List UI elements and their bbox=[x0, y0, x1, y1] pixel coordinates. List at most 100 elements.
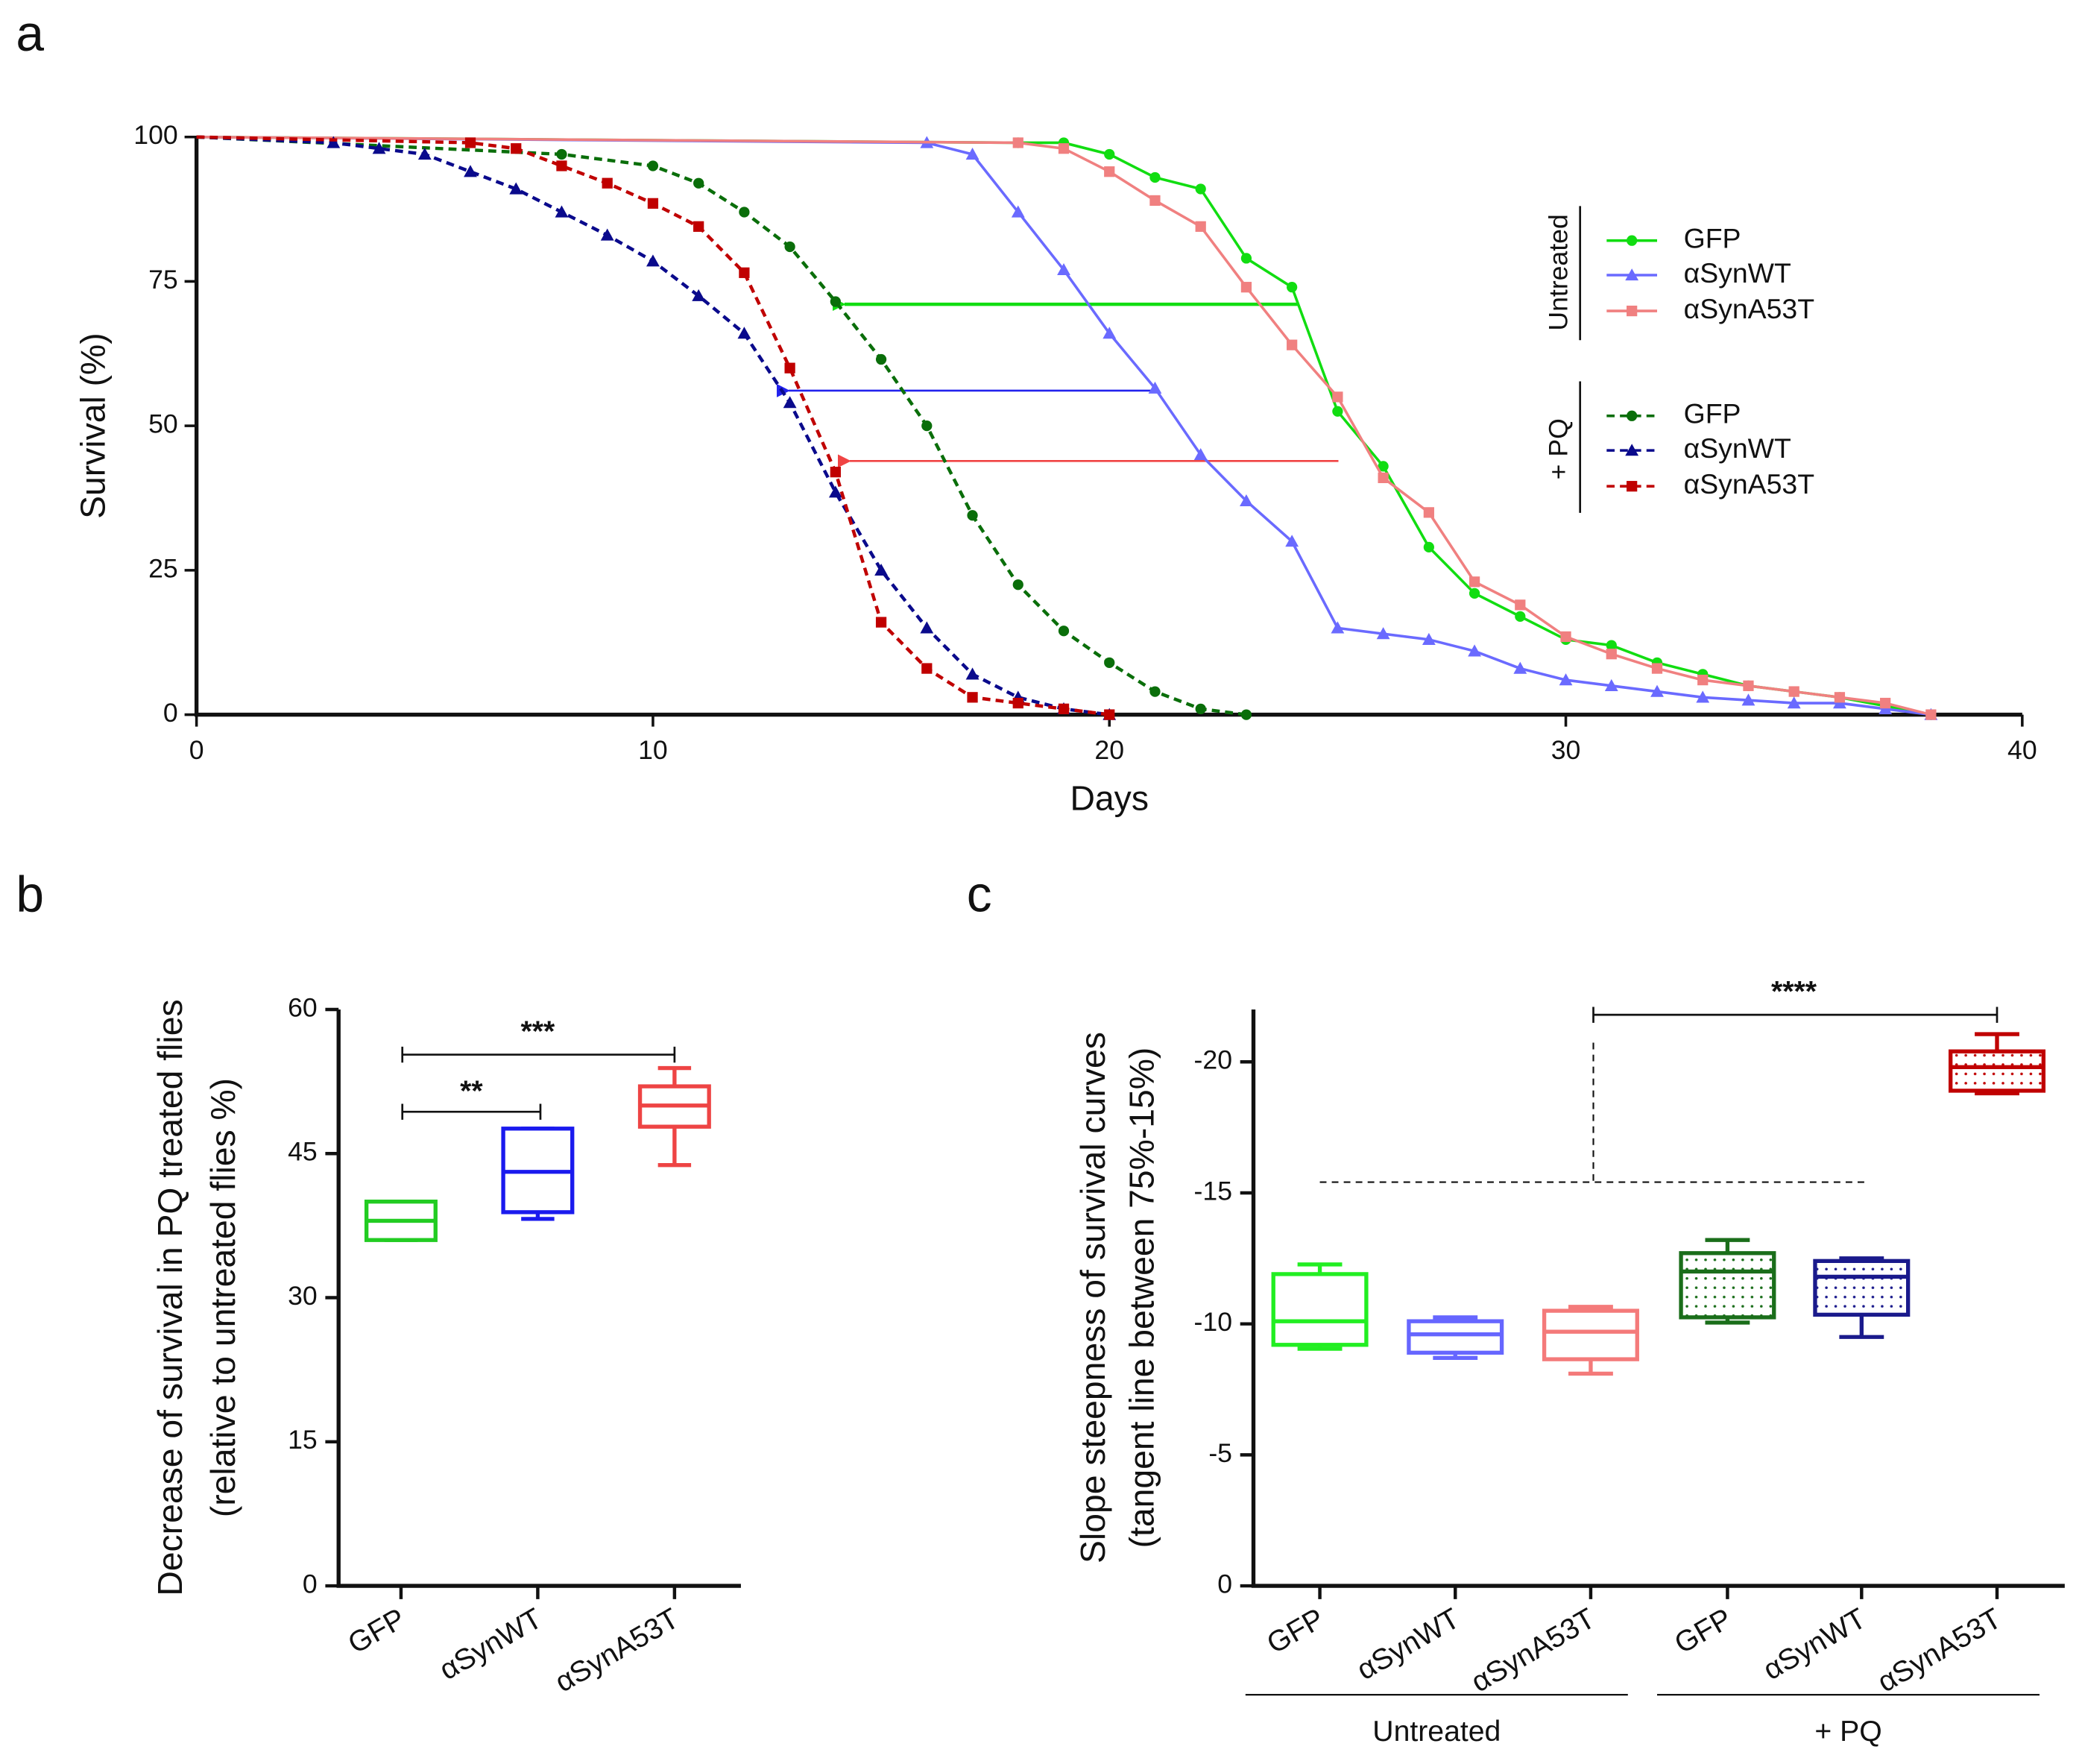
marker bbox=[464, 165, 477, 177]
marker bbox=[1560, 631, 1571, 643]
marker bbox=[372, 142, 386, 154]
y-axis-label: Decrease of survival in PQ treated flies bbox=[151, 999, 189, 1596]
y-tick-label: 75 bbox=[148, 265, 178, 294]
y-tick-label: -10 bbox=[1194, 1307, 1232, 1337]
marker bbox=[1012, 697, 1023, 709]
box bbox=[1679, 1251, 1776, 1320]
y-axis-label: Slope steepness of survival curves bbox=[1073, 1032, 1112, 1563]
marker bbox=[830, 296, 841, 307]
marker bbox=[739, 267, 750, 278]
marker bbox=[1378, 461, 1389, 472]
box bbox=[1542, 1308, 1639, 1361]
marker bbox=[1331, 621, 1345, 634]
legend-label: αSynA53T bbox=[1684, 468, 1814, 500]
x-tick-label: GFP bbox=[1262, 1602, 1330, 1660]
marker bbox=[965, 148, 980, 160]
y-tick-label: 0 bbox=[163, 698, 178, 728]
marker bbox=[464, 137, 476, 148]
marker bbox=[1515, 599, 1526, 611]
marker bbox=[739, 207, 750, 218]
marker bbox=[1559, 673, 1573, 686]
panel-label: a bbox=[16, 6, 44, 62]
marker bbox=[1468, 644, 1481, 657]
marker bbox=[828, 485, 842, 498]
x-tick-label: 30 bbox=[1551, 735, 1581, 765]
legend-label: GFP bbox=[1684, 398, 1741, 429]
legend-marker bbox=[1627, 305, 1638, 317]
series-line bbox=[196, 135, 1247, 716]
axis bbox=[1251, 1009, 2065, 1588]
marker bbox=[1058, 626, 1070, 637]
axis bbox=[194, 136, 2022, 717]
legend-group-label: Untreated bbox=[1543, 214, 1573, 330]
marker bbox=[511, 143, 522, 154]
marker bbox=[1240, 494, 1253, 506]
x-tick-label: αSynWT bbox=[1351, 1602, 1465, 1686]
marker bbox=[1104, 166, 1115, 177]
x-tick-label: αSynWT bbox=[1758, 1602, 1871, 1686]
significance-label: *** bbox=[521, 1015, 555, 1048]
marker bbox=[874, 563, 888, 576]
marker bbox=[1287, 282, 1298, 293]
marker bbox=[1149, 171, 1161, 183]
marker bbox=[646, 254, 660, 267]
marker bbox=[1104, 657, 1115, 668]
significance-bracket bbox=[401, 1046, 676, 1063]
y-axis-label: Survival (%) bbox=[73, 333, 112, 519]
marker bbox=[1606, 640, 1617, 651]
x-tick-label: αSynWT bbox=[434, 1602, 547, 1686]
y-tick-label: 60 bbox=[288, 992, 318, 1022]
x-tick-label: 0 bbox=[189, 735, 204, 765]
significance-label: ** bbox=[460, 1076, 483, 1108]
series-line bbox=[196, 135, 1110, 716]
marker bbox=[965, 667, 980, 680]
box bbox=[1813, 1259, 1911, 1317]
marker bbox=[1011, 205, 1025, 218]
marker bbox=[1195, 183, 1206, 195]
x-tick-label: 40 bbox=[2007, 735, 2037, 765]
y-tick-label: 100 bbox=[133, 120, 177, 150]
y-tick-label: 0 bbox=[303, 1569, 318, 1598]
marker bbox=[1925, 709, 1937, 720]
marker bbox=[556, 148, 567, 160]
legend-group-label: + PQ bbox=[1543, 418, 1573, 479]
y-tick-label: -15 bbox=[1194, 1176, 1232, 1206]
marker bbox=[1332, 391, 1343, 403]
marker bbox=[1058, 143, 1070, 154]
legend-label: αSynWT bbox=[1684, 257, 1791, 289]
significance-bracket bbox=[401, 1103, 542, 1120]
marker bbox=[1378, 472, 1389, 484]
marker bbox=[693, 221, 704, 232]
x-tick-label: αSynA53T bbox=[1873, 1602, 2007, 1698]
panel-label: c bbox=[967, 866, 992, 922]
series-line bbox=[196, 135, 1931, 716]
box bbox=[1407, 1319, 1504, 1355]
marker bbox=[1422, 632, 1436, 645]
marker bbox=[1104, 148, 1115, 160]
marker bbox=[1285, 535, 1299, 547]
series-line bbox=[196, 135, 1110, 716]
y-tick-label: 30 bbox=[288, 1281, 318, 1311]
y-tick-label: 25 bbox=[148, 553, 178, 583]
marker bbox=[1240, 253, 1252, 264]
series-line bbox=[196, 135, 1931, 716]
marker bbox=[647, 198, 659, 209]
x-tick-label: 10 bbox=[638, 735, 668, 765]
marker bbox=[600, 228, 614, 241]
marker bbox=[1696, 690, 1710, 703]
y-tick-label: 15 bbox=[288, 1425, 318, 1455]
marker bbox=[692, 289, 706, 301]
marker bbox=[1240, 709, 1252, 720]
marker bbox=[647, 160, 659, 171]
marker bbox=[1376, 627, 1390, 640]
marker bbox=[967, 510, 978, 521]
marker bbox=[1423, 507, 1434, 518]
marker bbox=[1788, 686, 1799, 697]
marker bbox=[602, 177, 613, 189]
legend-label: αSynA53T bbox=[1684, 293, 1814, 324]
marker bbox=[509, 182, 523, 195]
group-connector bbox=[1319, 1042, 1864, 1183]
marker bbox=[556, 160, 567, 171]
legend-marker bbox=[1627, 481, 1638, 492]
